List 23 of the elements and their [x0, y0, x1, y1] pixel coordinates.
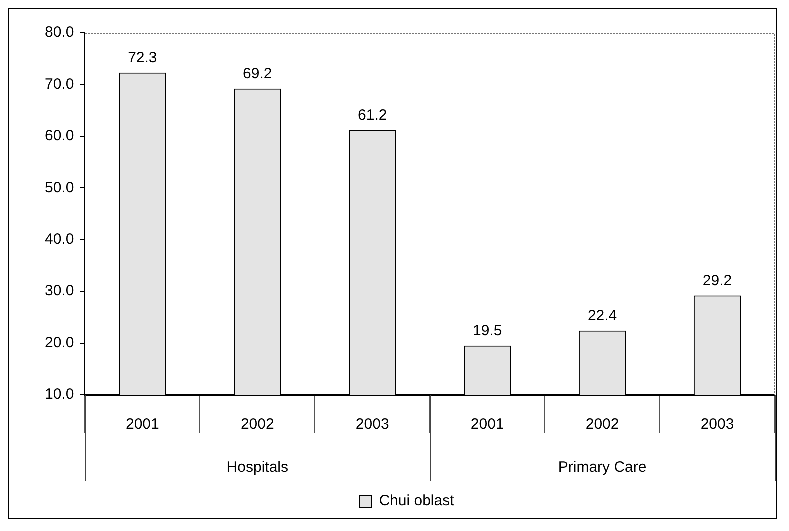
y-tick-label: 70.0 — [44, 76, 74, 93]
y-tick-label: 40.0 — [44, 231, 74, 248]
data-label: 61.2 — [358, 106, 388, 124]
x-tick-label: 2001 — [126, 416, 160, 434]
data-label: 19.5 — [472, 322, 502, 340]
y-tick-label: 20.0 — [44, 334, 74, 352]
text: Hospitals — [226, 459, 288, 476]
x-tick-label: 2002 — [240, 416, 274, 434]
data-label: 29.2 — [702, 272, 732, 290]
y-tick-label: 30.0 — [44, 282, 74, 300]
legend-label: Chui oblast — [379, 492, 456, 510]
x-tick-label: 2003 — [356, 416, 390, 434]
y-tick-label: 60.0 — [44, 128, 74, 145]
data-label: 69.2 — [243, 65, 272, 82]
y-tick-label: 50.0 — [44, 179, 74, 196]
y-tick-label: 10.0 — [44, 386, 74, 404]
data-label: 72.3 — [128, 49, 158, 66]
y-tick-label: 80.0 — [44, 24, 74, 42]
x-tick-label: 2002 — [586, 416, 620, 434]
text: Primary Care — [558, 459, 647, 476]
x-tick-label: 2001 — [470, 416, 504, 434]
x-tick-label: 2003 — [700, 416, 734, 434]
data-label: 22.4 — [588, 308, 618, 325]
